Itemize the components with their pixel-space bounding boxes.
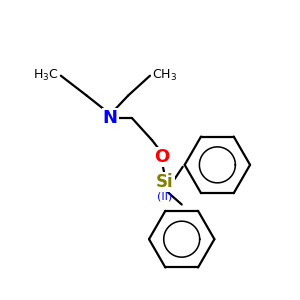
Text: CH$_3$: CH$_3$ <box>152 68 177 83</box>
Text: (II): (II) <box>157 192 172 202</box>
Text: O: O <box>154 148 170 166</box>
Text: H$_3$C: H$_3$C <box>33 68 59 83</box>
Text: N: N <box>103 109 118 127</box>
Text: Si: Si <box>156 173 174 191</box>
